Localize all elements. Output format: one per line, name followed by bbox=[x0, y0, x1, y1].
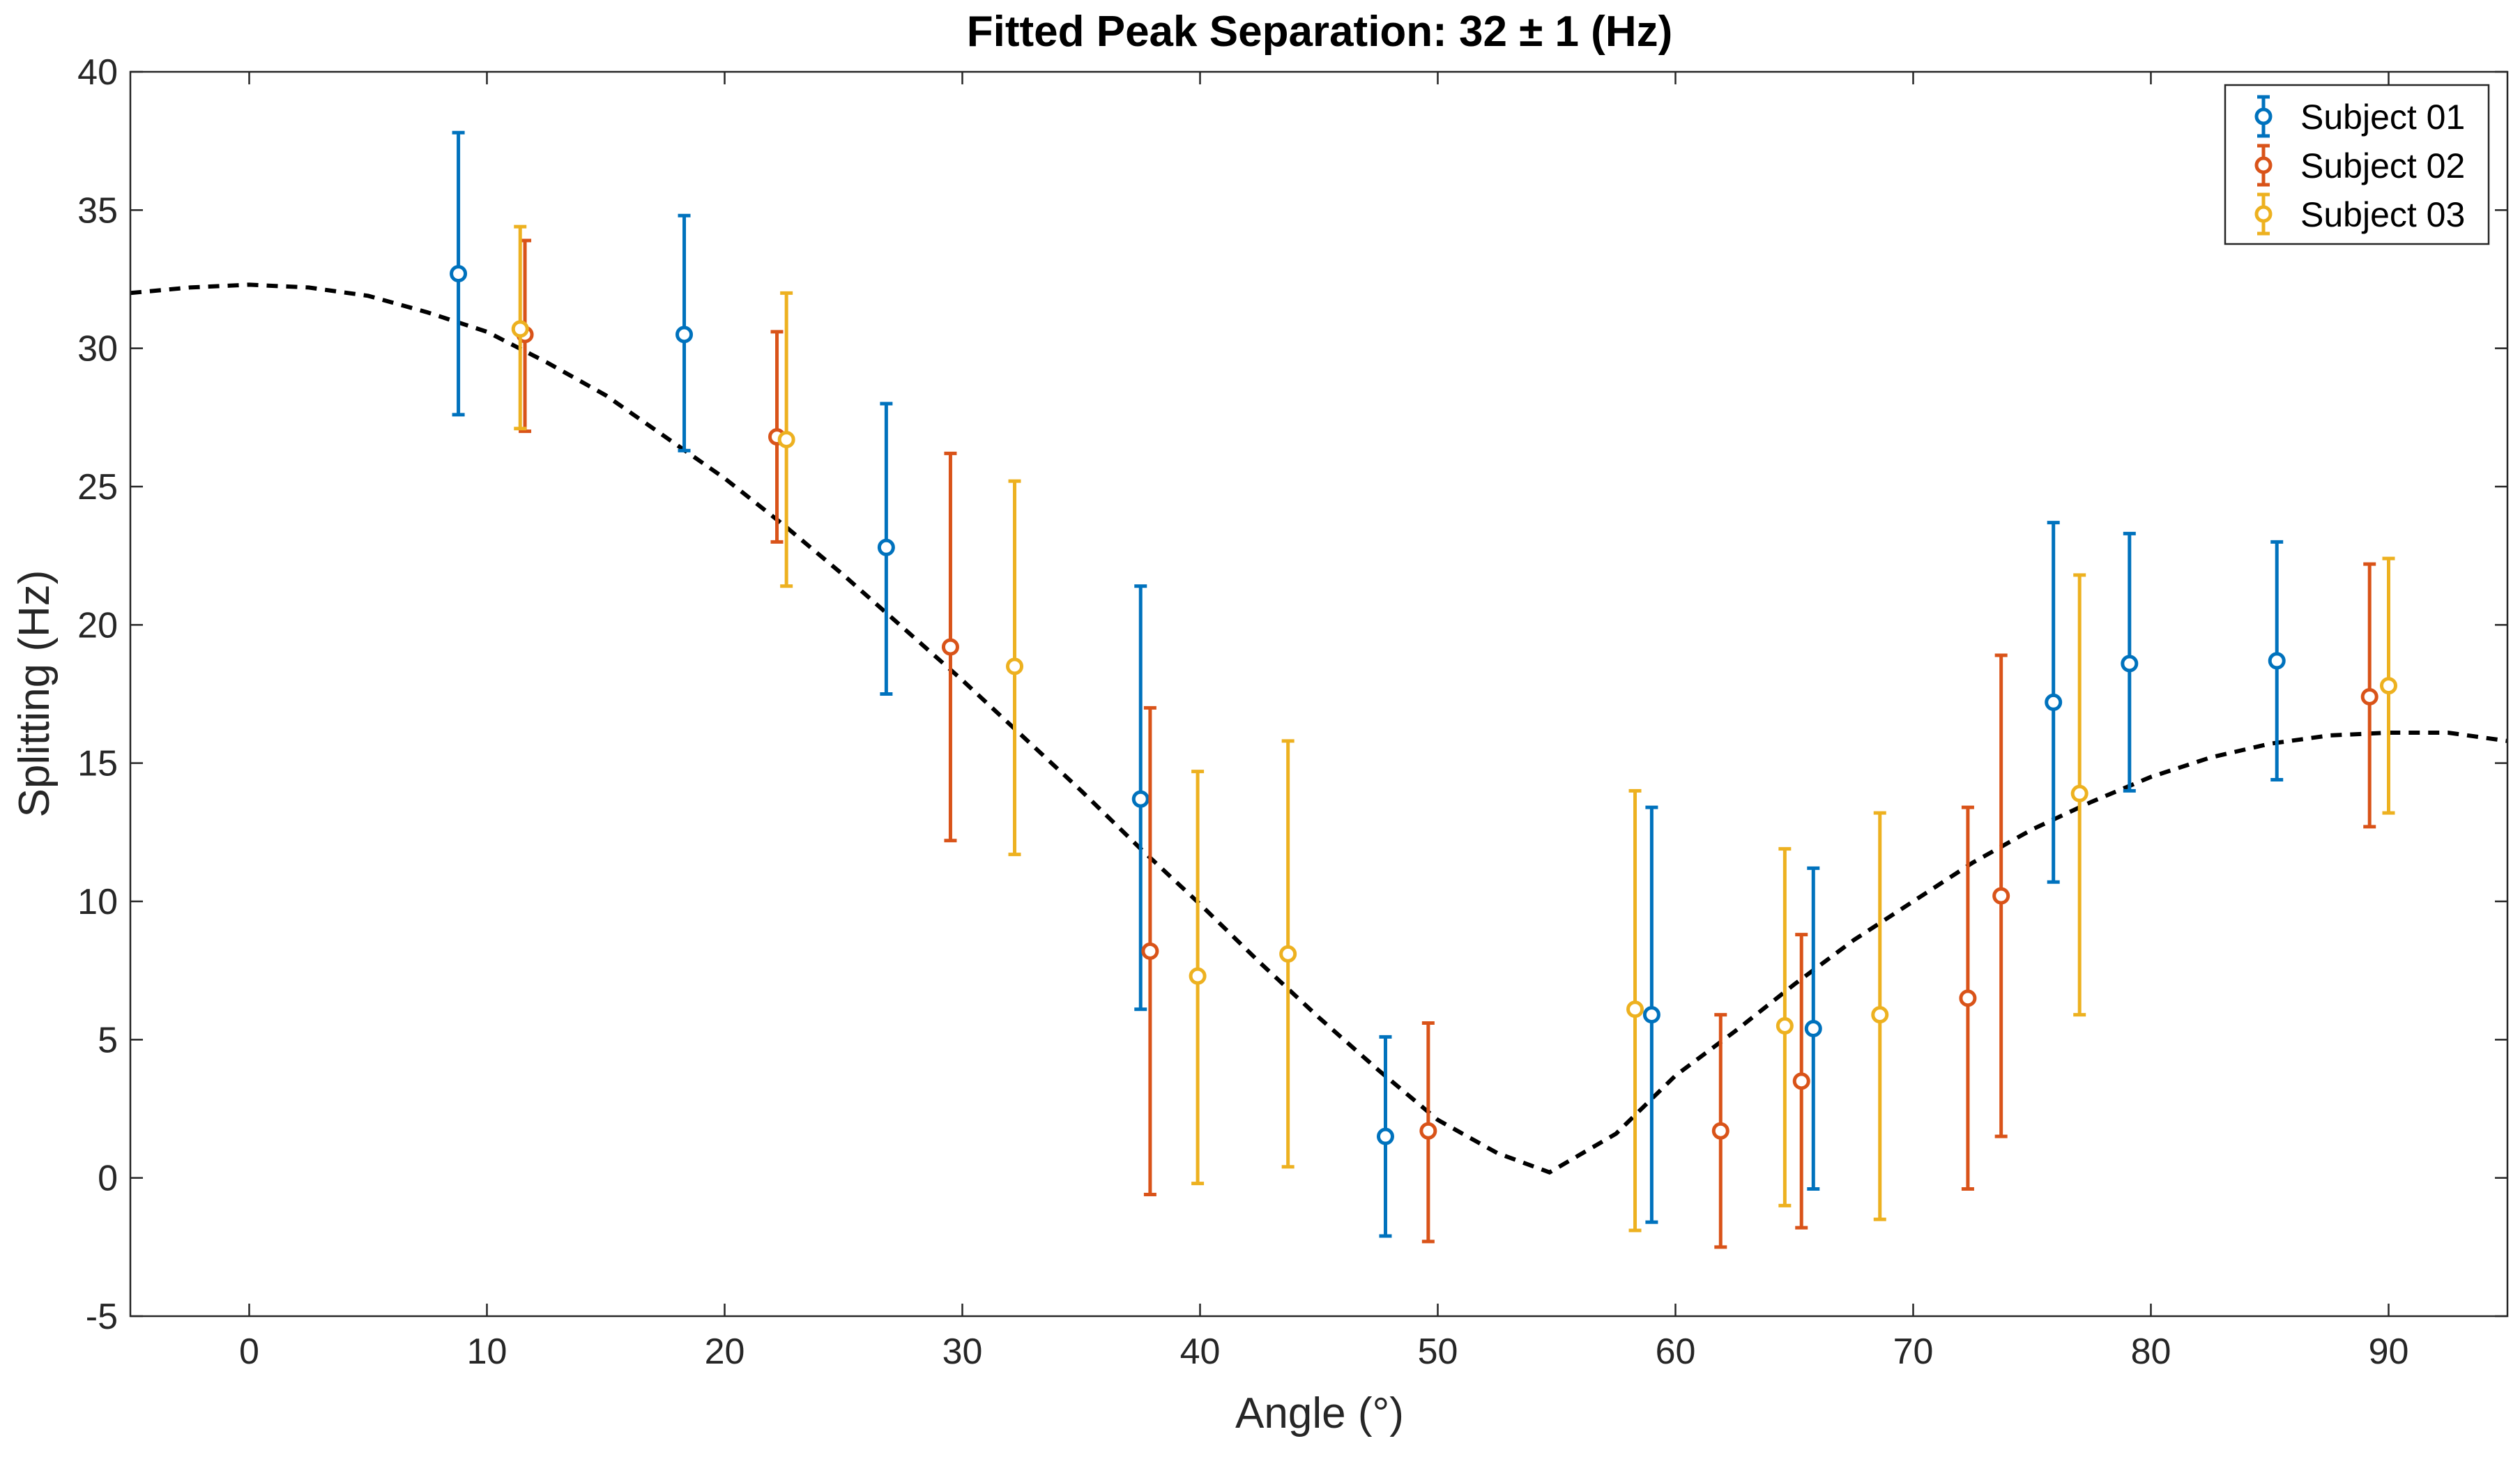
marker bbox=[1141, 942, 1159, 960]
marker bbox=[1642, 1006, 1660, 1024]
data-point bbox=[877, 402, 895, 696]
data-point bbox=[1131, 584, 1150, 1012]
data-point bbox=[1189, 770, 1207, 1186]
marker bbox=[2121, 655, 2139, 673]
data-point bbox=[1006, 479, 1024, 857]
data-point bbox=[2380, 556, 2397, 815]
legend-marker bbox=[2254, 156, 2273, 174]
marker bbox=[1804, 1019, 1822, 1037]
data-point bbox=[511, 224, 529, 431]
marker bbox=[2268, 652, 2286, 670]
data-point bbox=[2360, 562, 2378, 829]
data-point bbox=[1711, 1013, 1729, 1249]
y-tick-label: -5 bbox=[86, 1297, 118, 1337]
marker bbox=[941, 638, 959, 656]
marker bbox=[1279, 945, 1297, 963]
legend-entry: Subject 01 bbox=[2254, 95, 2465, 138]
data-point bbox=[1776, 847, 1794, 1207]
data-point bbox=[1419, 1021, 1437, 1244]
marker bbox=[2070, 784, 2088, 802]
y-tick-label: 0 bbox=[98, 1159, 118, 1199]
marker bbox=[450, 265, 468, 283]
marker bbox=[1992, 887, 2010, 905]
legend: Subject 01 Subject 02 Subject 03 bbox=[2224, 84, 2490, 245]
data-point bbox=[1871, 811, 1889, 1221]
marker bbox=[1189, 967, 1207, 985]
x-tick-label: 40 bbox=[1180, 1332, 1221, 1372]
marker bbox=[777, 431, 795, 449]
x-tick-label: 30 bbox=[942, 1332, 983, 1372]
y-tick-label: 5 bbox=[98, 1020, 118, 1060]
y-tick-label: 10 bbox=[77, 882, 118, 922]
marker bbox=[2045, 693, 2063, 711]
legend-entry: Subject 03 bbox=[2254, 192, 2465, 236]
data-point bbox=[1804, 866, 1822, 1191]
x-tick-label: 10 bbox=[467, 1332, 507, 1372]
marker bbox=[1711, 1122, 1729, 1140]
data-point bbox=[2045, 521, 2063, 884]
marker bbox=[1776, 1017, 1794, 1035]
legend-marker bbox=[2254, 205, 2273, 223]
data-point bbox=[675, 213, 694, 452]
data-point bbox=[1792, 933, 1810, 1230]
data-point bbox=[1376, 1035, 1394, 1238]
y-tick-label: 20 bbox=[77, 605, 118, 646]
x-tick-label: 90 bbox=[2369, 1332, 2409, 1372]
series-3 bbox=[511, 224, 2397, 1233]
fit-curve bbox=[130, 282, 2507, 1175]
marker bbox=[1792, 1072, 1810, 1090]
x-tick-label: 80 bbox=[2131, 1332, 2171, 1372]
data-point bbox=[1626, 788, 1644, 1233]
x-tick-label: 70 bbox=[1893, 1332, 1934, 1372]
data-point bbox=[1141, 705, 1159, 1196]
marker bbox=[1959, 989, 1977, 1007]
data-point bbox=[1642, 805, 1660, 1224]
legend-label: Subject 02 bbox=[2300, 146, 2465, 185]
marker bbox=[2360, 687, 2378, 705]
data-point bbox=[1959, 805, 1977, 1191]
marker bbox=[1006, 657, 1024, 676]
x-tick-label: 50 bbox=[1418, 1332, 1458, 1372]
data-point bbox=[2121, 531, 2139, 793]
legend-label: Subject 03 bbox=[2300, 195, 2465, 234]
marker bbox=[2380, 677, 2397, 695]
series-1 bbox=[450, 130, 2286, 1238]
y-tick-label: 30 bbox=[77, 329, 118, 369]
y-axis-label: Splitting (Hz) bbox=[10, 570, 59, 818]
y-tick-label: 15 bbox=[77, 744, 118, 784]
data-point bbox=[450, 130, 468, 417]
x-tick-label: 0 bbox=[239, 1332, 259, 1372]
marker bbox=[1131, 790, 1150, 808]
data-point bbox=[2070, 573, 2088, 1017]
series-2 bbox=[516, 238, 2378, 1249]
y-tick-label: 40 bbox=[77, 52, 118, 93]
x-tick-label: 20 bbox=[705, 1332, 745, 1372]
data-point bbox=[777, 291, 795, 588]
data-point bbox=[1992, 653, 2010, 1138]
marker bbox=[511, 320, 529, 338]
axes-box bbox=[129, 70, 2509, 1318]
y-tick-label: 25 bbox=[77, 467, 118, 508]
data-point bbox=[2268, 540, 2286, 781]
marker bbox=[1626, 1000, 1644, 1019]
chart-title: Fitted Peak Separation: 32 ± 1 (Hz) bbox=[967, 8, 1673, 56]
legend-label: Subject 01 bbox=[2300, 98, 2465, 137]
marker bbox=[1871, 1006, 1889, 1024]
marker bbox=[1376, 1127, 1394, 1145]
x-axis-label: Angle (°) bbox=[1235, 1389, 1404, 1437]
marker bbox=[675, 326, 694, 344]
data-point bbox=[941, 451, 959, 843]
legend-entry: Subject 02 bbox=[2254, 144, 2465, 187]
x-tick-label: 60 bbox=[1656, 1332, 1696, 1372]
legend-marker bbox=[2254, 107, 2273, 125]
marker bbox=[877, 538, 895, 556]
marker bbox=[1419, 1122, 1437, 1140]
data-point bbox=[1279, 739, 1297, 1169]
plot-area bbox=[130, 72, 2507, 1316]
y-tick-label: 35 bbox=[77, 190, 118, 231]
